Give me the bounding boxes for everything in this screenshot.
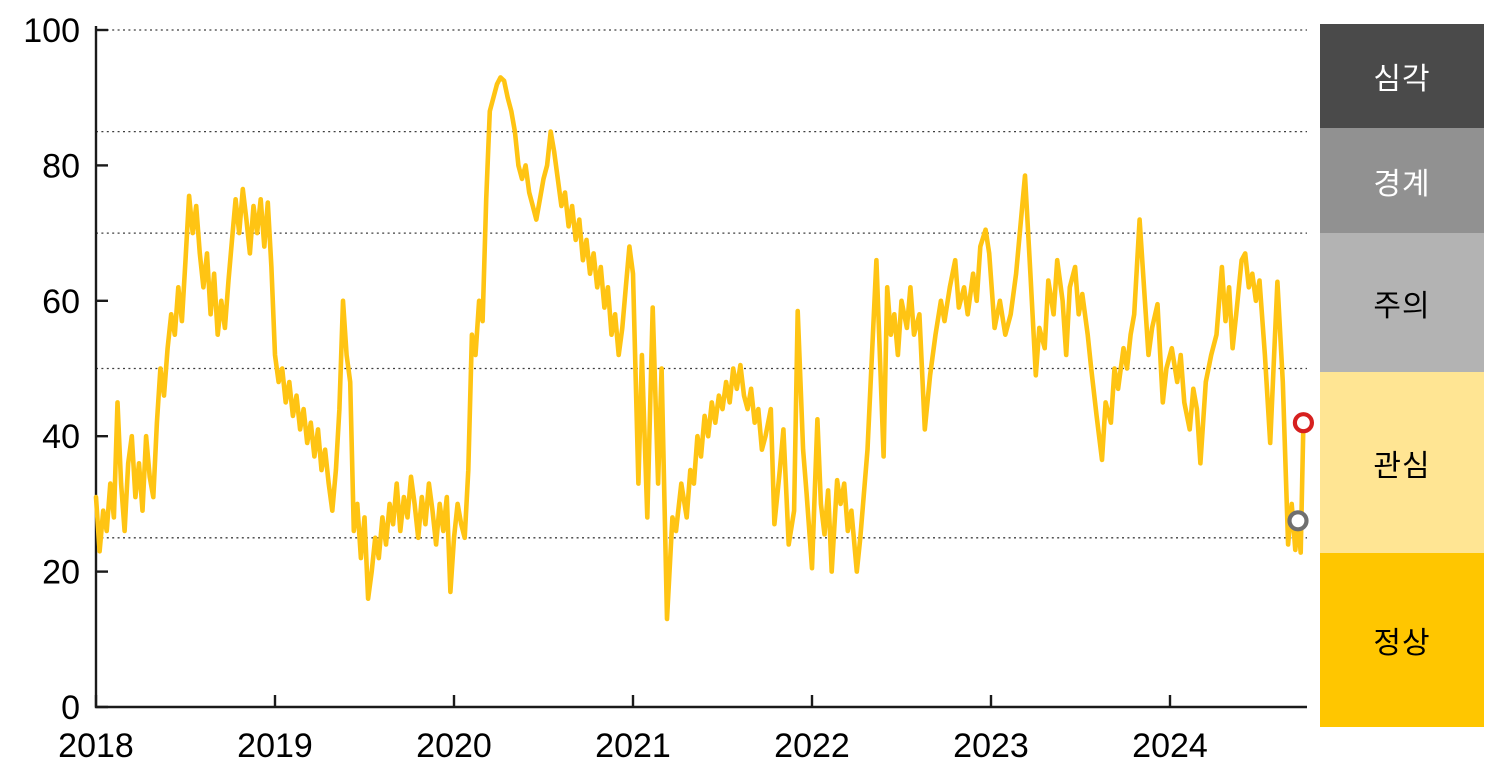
svg-text:2024: 2024 xyxy=(1132,727,1208,765)
risk-band-label: 경계 xyxy=(1373,167,1431,201)
svg-text:2022: 2022 xyxy=(774,727,850,765)
risk-scale-legend: 심각 경계 주의 관심 정상 xyxy=(1320,24,1484,727)
svg-text:20: 20 xyxy=(42,554,80,592)
svg-text:2021: 2021 xyxy=(595,727,671,765)
svg-text:2023: 2023 xyxy=(953,727,1029,765)
risk-band-label: 주의 xyxy=(1373,289,1431,323)
svg-text:80: 80 xyxy=(42,147,80,185)
risk-band-normal: 정상 xyxy=(1320,553,1484,727)
risk-band-severe: 심각 xyxy=(1320,24,1484,128)
svg-text:2020: 2020 xyxy=(416,727,492,765)
risk-band-label: 심각 xyxy=(1373,63,1431,96)
svg-text:40: 40 xyxy=(42,418,80,456)
svg-text:2018: 2018 xyxy=(58,727,134,765)
risk-band-alert: 경계 xyxy=(1320,128,1484,233)
svg-text:100: 100 xyxy=(23,12,80,50)
svg-text:2019: 2019 xyxy=(237,727,313,765)
svg-text:60: 60 xyxy=(42,283,80,321)
risk-band-attention: 관심 xyxy=(1320,372,1484,553)
risk-band-label: 정상 xyxy=(1373,627,1431,660)
risk-band-caution: 주의 xyxy=(1320,233,1484,372)
risk-band-label: 관심 xyxy=(1373,449,1431,483)
svg-text:0: 0 xyxy=(61,689,80,727)
